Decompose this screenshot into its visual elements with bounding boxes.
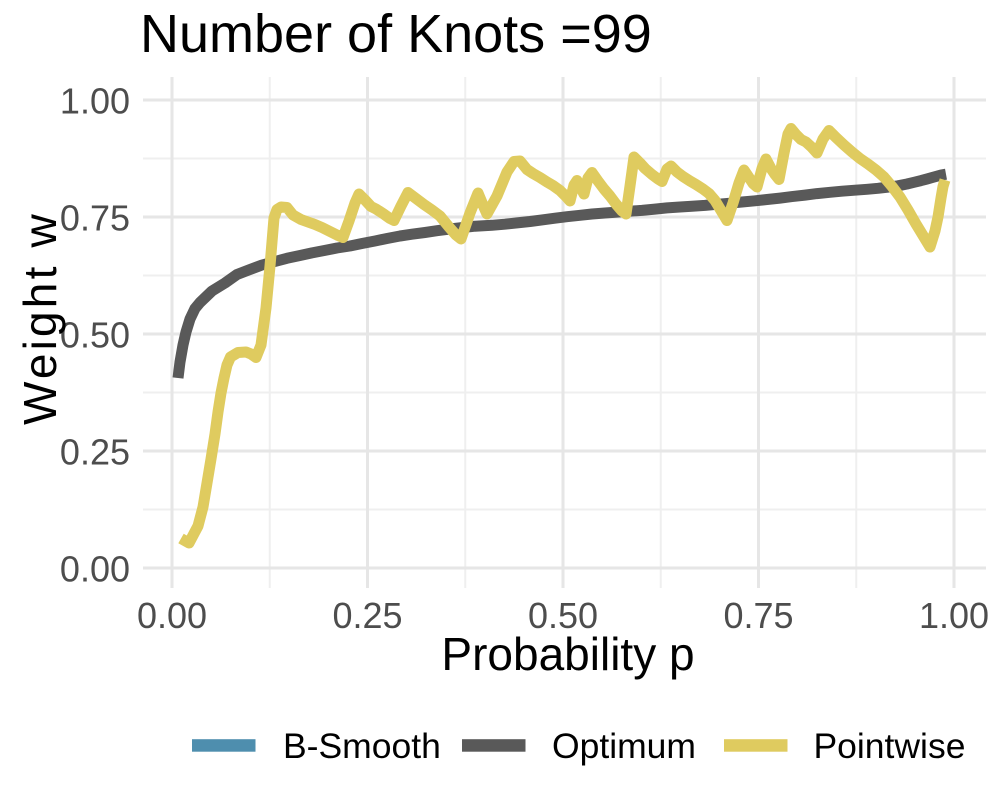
svg-text:B-Smooth: B-Smooth [283, 726, 441, 766]
svg-text:0.00: 0.00 [60, 549, 130, 590]
svg-text:1.00: 1.00 [919, 595, 989, 636]
svg-text:0.25: 0.25 [60, 432, 130, 473]
svg-text:0.75: 0.75 [60, 198, 130, 239]
svg-text:Weight w: Weight w [14, 211, 66, 425]
svg-text:Optimum: Optimum [552, 726, 696, 766]
svg-text:Pointwise: Pointwise [814, 726, 966, 766]
svg-text:Probability p: Probability p [441, 628, 694, 680]
svg-text:0.00: 0.00 [137, 595, 207, 636]
svg-text:0.75: 0.75 [723, 595, 793, 636]
svg-text:0.50: 0.50 [528, 595, 598, 636]
svg-text:0.25: 0.25 [332, 595, 402, 636]
svg-text:0.50: 0.50 [60, 315, 130, 356]
svg-text:Number of Knots =99: Number of Knots =99 [140, 4, 652, 64]
svg-text:1.00: 1.00 [60, 81, 130, 122]
